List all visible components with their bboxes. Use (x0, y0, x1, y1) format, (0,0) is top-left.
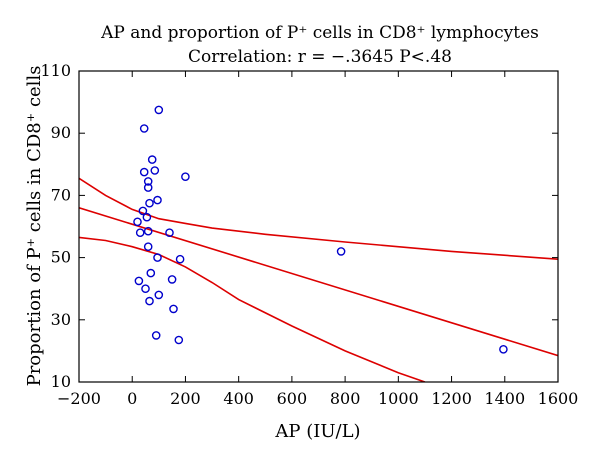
plot-frame (78, 70, 559, 383)
data-point (143, 177, 153, 186)
data-point (141, 284, 150, 294)
y-tick-label: 70 (51, 185, 71, 204)
x-tick-label: 1200 (431, 389, 472, 408)
x-tick-label: 1400 (484, 389, 525, 408)
data-point (143, 242, 153, 251)
y-tick-label: 10 (51, 372, 71, 391)
data-point (135, 228, 145, 237)
data-point (153, 253, 162, 262)
data-point (499, 344, 508, 354)
data-point (336, 247, 346, 256)
data-point (147, 155, 157, 164)
chart-title: AP and proportion of P⁺ cells in CD8⁺ ly… (100, 23, 539, 43)
data-point (139, 167, 149, 177)
x-tick-label: 1600 (538, 389, 579, 408)
data-point (153, 195, 162, 205)
data-point (142, 212, 152, 222)
x-tick-label: 1000 (378, 389, 419, 408)
y-axis: 10 30 50 70 90 110 (40, 61, 558, 391)
data-point (175, 254, 185, 264)
y-axis-title: Proportion of P⁺ cells in CD8⁺ cells (24, 66, 45, 387)
x-tick-label: 600 (277, 389, 308, 408)
confidence-upper-line (79, 177, 558, 260)
data-points (133, 105, 508, 354)
data-point (167, 275, 177, 284)
regression-line (79, 207, 558, 357)
x-tick-label: 0 (127, 389, 137, 408)
x-tick-label: 400 (223, 389, 254, 408)
x-tick-label: 800 (330, 389, 361, 408)
x-axis: −200 0 200 400 600 800 1000 1200 1400 1600 (57, 71, 578, 408)
data-point (138, 206, 148, 216)
data-point (150, 166, 160, 175)
data-point (145, 198, 154, 208)
data-point (174, 335, 184, 345)
data-point (145, 296, 154, 306)
y-tick-label: 110 (40, 61, 71, 80)
x-tick-label: −200 (57, 389, 101, 408)
data-point (139, 124, 149, 133)
data-point (143, 183, 153, 192)
x-axis-title: AP (IU/L) (274, 421, 360, 442)
data-point (133, 217, 142, 227)
data-point (134, 276, 144, 286)
y-tick-label: 90 (51, 123, 71, 142)
chart-subtitle: Correlation: r = −.3645 P<.48 (188, 47, 452, 67)
fit-lines (79, 177, 558, 382)
confidence-lower-line (79, 236, 426, 382)
data-point (165, 228, 174, 237)
x-tick-label: 200 (170, 389, 201, 408)
data-point (181, 172, 190, 181)
data-point (169, 304, 178, 314)
y-tick-label: 30 (51, 310, 71, 329)
data-point (151, 331, 161, 340)
data-point (154, 105, 164, 115)
y-tick-label: 50 (51, 248, 71, 267)
data-point (154, 290, 164, 300)
data-point (146, 268, 156, 278)
data-point (143, 226, 153, 236)
